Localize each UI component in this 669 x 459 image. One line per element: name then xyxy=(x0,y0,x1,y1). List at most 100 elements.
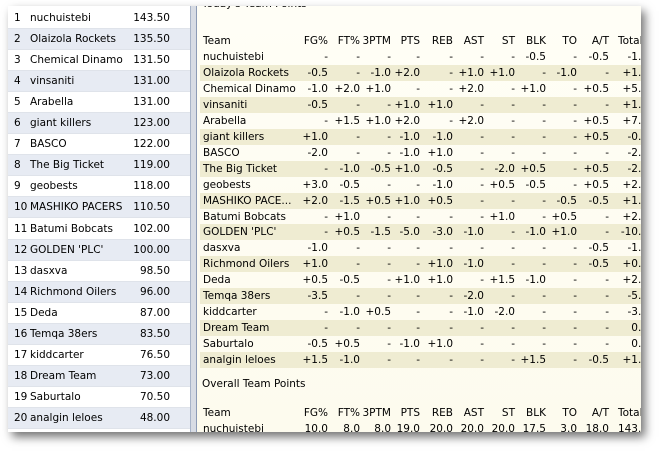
points: 70.50 xyxy=(139,390,170,403)
stat-cell: - xyxy=(324,114,328,127)
points: 83.50 xyxy=(139,327,170,340)
stat-cell: -1.0 xyxy=(399,146,421,159)
stat-cell: - xyxy=(542,194,546,207)
data-row: geobests+3.0-0.5---1.0-+0.5-0.5-+0.5+2.0 xyxy=(200,177,641,193)
stat-cell: - xyxy=(449,322,453,335)
stat-cell: - xyxy=(480,274,484,287)
stat-cell: - xyxy=(605,290,609,303)
stat-cell: ST xyxy=(501,35,515,47)
stat-cell: - xyxy=(605,306,609,319)
stat-cell: - xyxy=(605,274,609,287)
points: 48.00 xyxy=(139,411,170,424)
stat-cell: +0.5 xyxy=(583,178,610,191)
team-name: dasxva xyxy=(30,264,68,277)
team-name: Batumi Bobcats xyxy=(30,222,113,235)
stat-cell: Totals xyxy=(618,407,641,419)
stat-cell: - xyxy=(480,322,484,335)
points: 123.00 xyxy=(133,117,170,130)
rank: 10 xyxy=(14,201,28,214)
stat-cell: - xyxy=(324,226,328,239)
team-name: Deda xyxy=(203,274,231,287)
stat-cell: - xyxy=(573,82,577,95)
points: 131.50 xyxy=(133,54,170,67)
stat-cell: - xyxy=(387,242,391,255)
rank: 11 xyxy=(14,222,28,235)
stat-cell: -1.0 xyxy=(307,82,329,95)
stat-cell: 3PTM xyxy=(362,407,392,419)
rank: 19 xyxy=(14,390,28,403)
stat-cell: ST xyxy=(501,407,515,419)
stat-cell: - xyxy=(480,194,484,207)
stat-cell: - xyxy=(542,290,546,303)
stat-cell: +0.5 xyxy=(334,338,361,351)
stat-cell: - xyxy=(480,162,484,175)
rank: 14 xyxy=(14,285,28,298)
stat-cell: -1.0 xyxy=(399,338,421,351)
stat-cell: +0.5 xyxy=(489,178,516,191)
rank: 4 xyxy=(14,75,21,88)
stat-cell: -2.0 xyxy=(494,162,516,175)
team-name: Batumi Bobcats xyxy=(203,210,286,223)
points: 119.00 xyxy=(133,159,170,172)
stat-cell: - xyxy=(356,51,360,63)
stat-cell: 3.0 xyxy=(560,423,577,432)
stat-cell: +1.5 xyxy=(622,66,642,79)
rank: 9 xyxy=(14,180,21,193)
standing-row: 20 analgin leloes 48.00 xyxy=(8,407,190,429)
stat-cell: +1.5 xyxy=(489,274,516,287)
stat-cell: -0.5 xyxy=(588,258,610,271)
stat-cell: +2.0 xyxy=(622,178,642,191)
team-name: Dream Team xyxy=(203,322,270,335)
team-name: The Big Ticket xyxy=(203,162,278,175)
stat-cell: -1.0 xyxy=(339,162,361,175)
stat-cell: - xyxy=(416,178,420,191)
stat-cell: -1.0 xyxy=(432,178,454,191)
stat-cell: - xyxy=(356,66,360,79)
stat-cell: - xyxy=(387,338,391,351)
stat-cell: +3.0 xyxy=(302,178,329,191)
stat-cell: - xyxy=(605,66,609,79)
team-name: Temqa 38ers xyxy=(203,290,271,303)
stat-cell: REB xyxy=(431,407,453,419)
rank: 17 xyxy=(14,348,28,361)
stat-cell: - xyxy=(511,338,515,351)
stat-cell: 20.0 xyxy=(491,423,515,432)
data-row: The Big Ticket - -1.0 -0.5 +1.0 -0.5- -2.0 +0.5… xyxy=(200,160,641,177)
stat-cell: - xyxy=(449,82,453,95)
stat-cell: -1.0 xyxy=(525,274,547,287)
team-name: Temqa 38ers xyxy=(30,327,98,340)
stat-cell: -0.5 xyxy=(339,178,361,191)
stat-cell: 3PTM xyxy=(362,35,392,47)
stat-cell: - xyxy=(511,354,515,367)
stat-cell: - xyxy=(387,130,391,143)
stat-cell: -1.0 xyxy=(307,242,329,255)
stat-cell: +1.0 xyxy=(394,194,421,207)
stat-cell: -1.0 xyxy=(556,66,578,79)
stat-cell: - xyxy=(511,322,515,335)
standing-row: 4 vinsaniti 131.00 xyxy=(8,71,190,93)
stat-cell: - xyxy=(573,51,577,63)
splitter xyxy=(190,6,197,432)
stat-cell: - xyxy=(605,322,609,335)
stat-cell: - xyxy=(573,338,577,351)
stat-cell: -1.0 xyxy=(463,258,485,271)
stat-cell: - xyxy=(542,306,546,319)
stat-cell: +0.5 xyxy=(520,162,547,175)
stat-cell: - xyxy=(511,258,515,271)
stat-cell: - xyxy=(416,258,420,271)
stat-cell: +2.0 xyxy=(394,66,421,79)
rank: 15 xyxy=(14,306,28,319)
stat-cell: - xyxy=(573,258,577,271)
stat-cell: +1.0 xyxy=(334,210,361,223)
stat-cell: FG% xyxy=(303,407,328,419)
standing-row: 13 dasxva 98.50 xyxy=(8,261,190,282)
stat-cell: +0.5 xyxy=(583,114,610,127)
stat-cell: +0.5 xyxy=(302,274,329,287)
stat-cell: +0.5 xyxy=(622,258,642,271)
team-name: Deda xyxy=(30,306,58,319)
stat-cell: - xyxy=(480,130,484,143)
team-name: BASCO xyxy=(30,138,67,151)
stat-cell: - xyxy=(480,178,484,191)
stat-cell: - xyxy=(573,114,577,127)
stat-cell: -1.0 xyxy=(339,306,361,319)
